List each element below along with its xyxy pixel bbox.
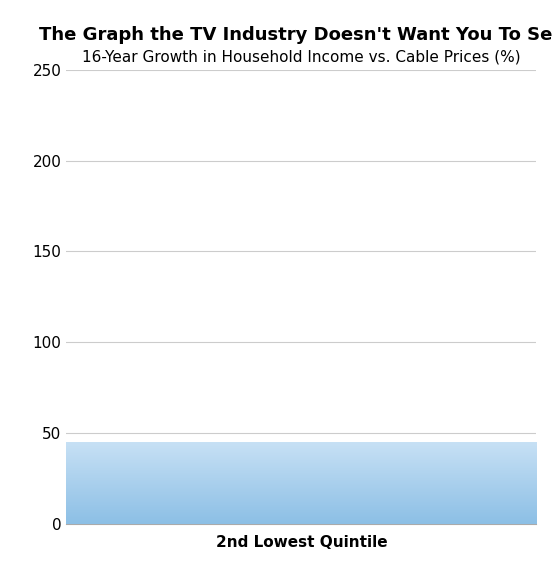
Text: The Graph the TV Industry Doesn't Want You To See: The Graph the TV Industry Doesn't Want Y… <box>39 26 553 44</box>
Text: 16-Year Growth in Household Income vs. Cable Prices (%): 16-Year Growth in Household Income vs. C… <box>82 49 521 65</box>
Bar <box>66 442 536 524</box>
Title: The Graph the TV Industry Doesn't Want You To See
16-Year Growth in Household In: The Graph the TV Industry Doesn't Want Y… <box>0 581 1 582</box>
Bar <box>66 442 536 524</box>
